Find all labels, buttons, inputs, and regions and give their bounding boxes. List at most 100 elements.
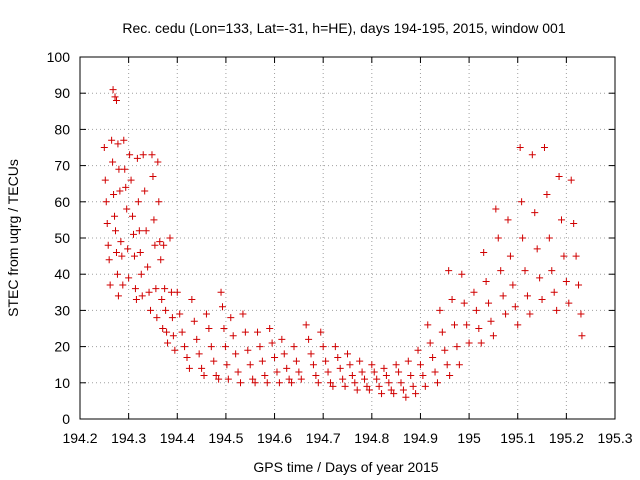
data-point xyxy=(130,252,138,260)
data-point xyxy=(115,165,123,173)
data-point xyxy=(526,310,534,318)
data-point xyxy=(111,93,119,101)
data-point xyxy=(117,238,125,246)
y-tick-label: 20 xyxy=(54,339,70,355)
data-point xyxy=(200,372,208,380)
data-point xyxy=(220,325,228,332)
data-point xyxy=(154,158,162,166)
data-point xyxy=(485,299,493,307)
data-point xyxy=(131,285,139,293)
x-tick-label: 194.8 xyxy=(354,430,389,446)
data-point xyxy=(445,267,453,275)
data-point xyxy=(103,220,111,228)
data-point xyxy=(528,151,536,159)
data-point xyxy=(460,299,468,307)
data-point xyxy=(499,292,507,300)
x-tick-label: 195 xyxy=(457,430,481,446)
data-point xyxy=(153,314,161,322)
data-point xyxy=(412,390,420,398)
data-point xyxy=(380,364,388,372)
data-point xyxy=(331,343,339,351)
data-point xyxy=(441,346,449,354)
data-point xyxy=(104,241,112,249)
data-point xyxy=(173,288,181,296)
data-point xyxy=(397,379,405,387)
data-point xyxy=(102,198,110,206)
data-point xyxy=(385,379,393,387)
data-point xyxy=(361,375,369,383)
y-axis-label: STEC from uqrg / TECUs xyxy=(5,159,21,317)
data-point xyxy=(221,343,229,351)
data-point xyxy=(112,227,120,235)
chart-title: Rec. cedu (Lon=133, Lat=-31, h=HE), days… xyxy=(122,20,565,36)
x-tick-label: 194.9 xyxy=(403,430,438,446)
data-point xyxy=(185,364,193,372)
data-point xyxy=(472,306,480,314)
data-point xyxy=(502,310,510,318)
data-point xyxy=(336,364,344,372)
data-point xyxy=(446,372,454,380)
data-point xyxy=(387,386,395,394)
data-point xyxy=(155,198,163,206)
data-point xyxy=(470,288,478,296)
data-point xyxy=(118,252,126,260)
data-point xyxy=(572,252,580,260)
data-point xyxy=(114,292,122,300)
data-point xyxy=(168,314,176,322)
data-point xyxy=(548,267,556,275)
data-point xyxy=(163,328,171,336)
data-point xyxy=(322,357,330,365)
data-point xyxy=(109,158,117,166)
data-point xyxy=(407,372,415,380)
data-point xyxy=(202,310,210,318)
y-tick-label: 40 xyxy=(54,266,70,282)
data-point xyxy=(426,339,434,347)
data-point xyxy=(519,234,527,242)
data-point xyxy=(263,379,271,387)
data-point xyxy=(577,310,585,318)
data-point xyxy=(402,393,410,401)
data-point xyxy=(565,299,573,307)
data-point xyxy=(246,361,254,369)
data-point xyxy=(261,372,269,380)
data-point xyxy=(229,332,237,340)
data-point xyxy=(132,296,140,304)
data-point xyxy=(424,321,432,329)
data-point xyxy=(346,361,354,369)
data-point xyxy=(215,375,223,383)
data-point xyxy=(119,281,127,289)
data-point xyxy=(558,216,565,224)
data-point xyxy=(443,361,451,369)
data-point xyxy=(487,317,495,325)
data-point xyxy=(550,288,558,296)
data-point xyxy=(451,321,458,329)
data-point xyxy=(133,154,141,162)
x-tick-label: 194.6 xyxy=(257,430,292,446)
data-point xyxy=(356,357,364,365)
data-point xyxy=(416,361,424,369)
data-point xyxy=(237,379,244,387)
data-point xyxy=(141,187,149,195)
data-point xyxy=(334,353,342,361)
data-point xyxy=(514,321,522,329)
data-point xyxy=(329,382,337,390)
data-point xyxy=(266,325,274,332)
data-point xyxy=(492,205,500,213)
data-point xyxy=(358,368,366,376)
x-tick-label: 195.2 xyxy=(549,430,584,446)
data-point xyxy=(147,306,155,314)
data-point xyxy=(127,176,135,184)
data-point xyxy=(113,270,121,278)
data-point xyxy=(152,285,160,293)
data-point xyxy=(254,328,262,336)
data-point xyxy=(169,332,177,340)
data-point xyxy=(130,230,137,238)
data-point xyxy=(431,368,439,376)
data-point xyxy=(124,245,132,253)
data-point xyxy=(458,270,466,278)
data-point xyxy=(178,328,186,336)
y-tick-label: 70 xyxy=(54,158,70,174)
data-point xyxy=(171,346,179,354)
data-point xyxy=(268,339,276,347)
